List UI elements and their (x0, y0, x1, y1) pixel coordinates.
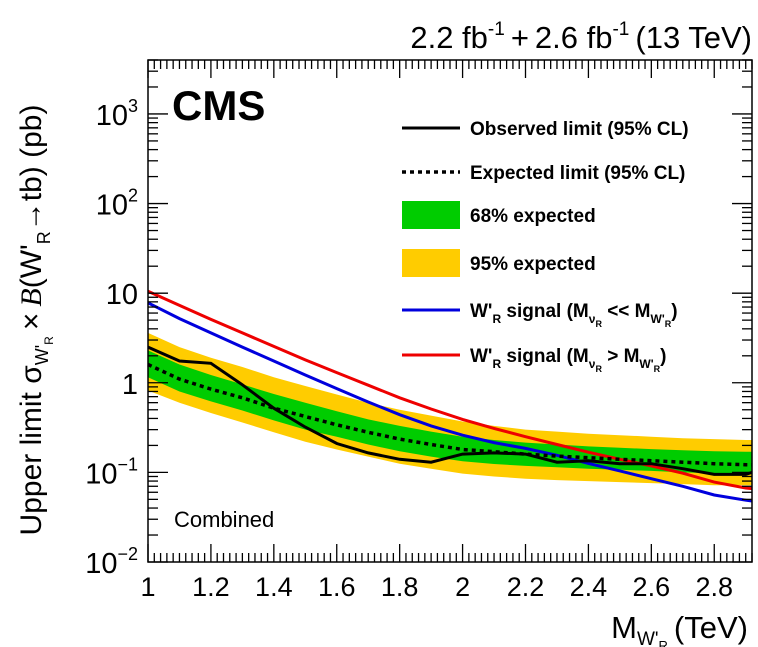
observed-limit-line (147, 345, 753, 476)
y-axis-label: Upper limit σW'R×B(W'R→tb) (pb) (15, 105, 56, 536)
legend-swatch-2 (402, 201, 460, 229)
expected-limit-line (147, 362, 752, 467)
y-tick-label: 1 (122, 369, 138, 401)
x-tick-label: 2.6 (633, 572, 671, 602)
legend-text-part: R (665, 319, 672, 329)
legend-text-part: ) (671, 301, 677, 322)
x-tick-label: 1.2 (192, 572, 230, 602)
y-tick-base: 10 (85, 548, 117, 580)
x-tick-label: 2.2 (507, 572, 545, 602)
lumi-plus: + (511, 20, 529, 55)
legend-label-2: 68% expected (470, 206, 596, 227)
lumi-a-exp: -1 (488, 19, 505, 40)
x-axis-ticks: 1 1.2 1.4 1.6 1.8 2 2.2 2.4 2.6 2.8 (140, 60, 753, 602)
legend: Observed limit (95% CL) Expected limit (9… (402, 119, 689, 374)
lumi-energy: (13 TeV) (635, 20, 752, 55)
legend-text-part: signal (M (501, 346, 589, 367)
x-tick-label: 1.4 (255, 572, 293, 602)
y-label-sub: W' (32, 345, 52, 365)
lumi-b: 2.6 fb (535, 20, 613, 55)
x-label-sub: W' (637, 629, 659, 647)
y-tick-base: 10 (96, 190, 128, 222)
x-label-main: M (611, 610, 637, 645)
x-label-subsub: R (659, 638, 668, 647)
legend-text-part: W' (639, 357, 653, 371)
y-tick-base: 10 (85, 458, 117, 490)
experiment-label: CMS (172, 82, 265, 129)
x-axis-label: MW'R (TeV) (611, 610, 748, 647)
legend-text-part: R (654, 364, 661, 374)
y-label-subsub: R (42, 336, 56, 345)
y-tick-exp: −2 (117, 544, 138, 564)
legend-text-part: ν (589, 357, 596, 371)
y-tick-exp: 2 (128, 186, 138, 206)
x-tick-label: 2 (455, 572, 470, 602)
y-tick-base: 10 (106, 279, 138, 311)
y-label-B: B (15, 288, 48, 306)
legend-label-0: Observed limit (95% CL) (470, 119, 689, 140)
lumi-title: 2.2 fb-1 +2.6 fb-1 (13 TeV) (410, 19, 752, 55)
y-label-prefix: Upper limit σ (15, 365, 48, 536)
y-label-times: × (15, 313, 48, 331)
legend-text-part: R (595, 364, 602, 374)
legend-swatch-3 (402, 249, 460, 277)
legend-text-part: R (492, 357, 501, 371)
y-tick-base: 10 (96, 100, 128, 132)
y-tick-exp: −1 (117, 454, 138, 474)
x-tick-label: 1 (140, 572, 155, 602)
x-tick-label: 2.8 (695, 572, 733, 602)
y-label-process-close: →tb) (pb) (15, 105, 48, 232)
y-tick-exp: 3 (128, 96, 138, 116)
signal-red-line (147, 289, 753, 491)
legend-text-part: > M (602, 346, 639, 367)
y-label-process: (W' (15, 244, 48, 288)
x-tick-label: 1.8 (381, 572, 419, 602)
legend-label-5: W'R signal (MνR > MW'R) (470, 346, 666, 374)
x-tick-label: 1.6 (318, 572, 356, 602)
y-label-process-sub: R (34, 231, 54, 244)
legend-text-part: ν (589, 312, 596, 326)
legend-text-part: << M (602, 301, 651, 322)
legend-text-part: signal (M (501, 301, 589, 322)
y-tick-label: 10−1 (85, 454, 138, 490)
y-tick-label: 10−2 (85, 544, 138, 580)
legend-text-part: R (492, 312, 501, 326)
signal-blue-line (147, 301, 753, 503)
y-tick-label: 10 (106, 279, 138, 311)
legend-text-part: W' (651, 312, 665, 326)
y-tick-base: 1 (122, 369, 138, 401)
lumi-b-exp: -1 (612, 19, 629, 40)
legend-label-1: Expected limit (95% CL) (470, 163, 685, 184)
x-tick-label: 2.4 (570, 572, 608, 602)
legend-label-3: 95% expected (470, 254, 596, 275)
legend-text-part: W' (470, 301, 492, 322)
y-tick-label: 103 (96, 96, 138, 132)
legend-text-part: R (595, 319, 602, 329)
lumi-a: 2.2 fb (410, 20, 488, 55)
y-tick-label: 102 (96, 186, 138, 222)
legend-text-part: W' (470, 346, 492, 367)
x-label-unit: (TeV) (674, 610, 748, 645)
limit-curves (147, 289, 753, 503)
legend-label-4: W'R signal (MνR << MW'R) (470, 301, 678, 329)
combined-annotation: Combined (174, 507, 274, 532)
legend-text-part: ) (660, 346, 666, 367)
